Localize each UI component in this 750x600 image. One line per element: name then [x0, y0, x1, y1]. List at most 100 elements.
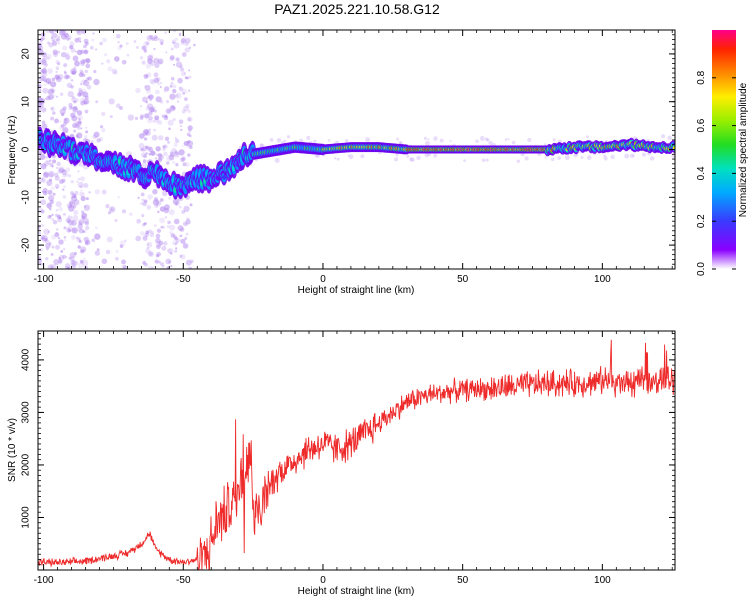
spectrogram-noise-point: [184, 37, 191, 44]
spectrogram-noise-point: [153, 36, 159, 42]
spectrogram-noise-point: [40, 69, 44, 73]
spectrogram-noise-point: [92, 134, 98, 140]
spectrogram-noise-point: [144, 84, 151, 91]
spectrogram-noise-point: [38, 149, 43, 155]
spectrogram-noise-point: [178, 32, 182, 35]
spectrogram-noise-point: [42, 87, 49, 94]
spectrogram-noise-point: [169, 224, 176, 231]
spectrogram-noise-point: [187, 125, 193, 131]
spectrogram-noise-point: [43, 171, 47, 176]
spectrogram-noise-point: [62, 173, 67, 178]
spectrogram-noise-point: [183, 205, 190, 213]
spectrogram-noise-point: [64, 255, 68, 259]
spectrogram-noise-point: [605, 139, 608, 142]
spectrogram-noise-point: [40, 107, 47, 113]
spectrogram-noise-point: [158, 61, 162, 65]
spectrogram-noise-point: [168, 127, 171, 131]
spectrogram-noise-point: [161, 245, 167, 251]
spectrogram-noise-point: [79, 69, 84, 74]
spectrogram-noise-point: [157, 153, 163, 159]
spectrogram-noise-point: [159, 39, 164, 44]
spectrogram-noise-point: [145, 230, 150, 235]
spectrogram-noise-point: [148, 53, 154, 59]
spectrogram-noise-point: [48, 242, 52, 247]
spectrogram-noise-point: [76, 132, 83, 139]
spectrogram-noise-point: [424, 140, 430, 146]
spectrogram-noise-point: [65, 172, 69, 177]
spectrogram-noise-point: [142, 159, 147, 164]
spectrogram-noise-point: [41, 59, 47, 66]
spectrogram-noise-point: [63, 121, 67, 126]
spectrogram-noise-point: [269, 137, 274, 142]
spectrogram-noise-point: [38, 225, 41, 231]
spectrogram-noise-point: [121, 259, 126, 265]
spectrogram-noise-point: [160, 262, 165, 267]
spectrogram-noise-point: [145, 248, 151, 254]
spectrogram-noise-point: [63, 124, 67, 127]
spectrogram-noise-point: [138, 133, 145, 139]
spectrogram-noise-point: [183, 72, 186, 75]
spectrogram-noise-point: [77, 126, 81, 130]
spectrogram-noise-point: [145, 145, 149, 150]
spectrogram-noise-point: [139, 116, 144, 120]
spectrogram-noise-point: [39, 153, 46, 161]
spectrogram-noise-point: [54, 232, 60, 238]
spectrogram-noise-point: [484, 137, 489, 142]
spectrogram-noise-point: [481, 158, 486, 162]
spectrogram-noise-point: [65, 54, 71, 60]
y-tick-label: 10: [21, 96, 32, 108]
spectrogram-noise-point: [56, 95, 59, 98]
spectrogram-noise-point: [172, 160, 176, 164]
spectrogram-noise-point: [65, 74, 70, 79]
spectrogram-noise-point: [74, 60, 80, 67]
spectrogram-noise-point: [77, 120, 82, 125]
spectrogram-noise-point: [55, 228, 59, 231]
spectrogram-noise-point: [167, 220, 171, 225]
spectrogram-noise-point: [150, 151, 155, 156]
spectrogram-noise-point: [55, 75, 61, 80]
spectrogram-noise-point: [79, 160, 83, 164]
spectrogram-noise-point: [159, 198, 164, 202]
spectrogram-noise-point: [47, 264, 54, 269]
spectrogram-noise-point: [511, 140, 516, 145]
spectrogram-noise-point: [96, 138, 101, 143]
spectrogram-noise-point: [78, 89, 84, 95]
spectrogram-noise-point: [156, 81, 161, 86]
spectrogram-noise-point: [55, 60, 60, 65]
spectrogram-noise-point: [47, 189, 53, 195]
spectrogram-noise-point: [156, 204, 159, 208]
spectrogram-noise-point: [68, 37, 71, 41]
spectrogram-noise-point: [143, 49, 147, 53]
spectrogram-noise-point: [486, 138, 490, 142]
spectrogram-noise-point: [77, 245, 81, 249]
spectrogram-noise-point: [184, 97, 188, 101]
spectrogram-noise-point: [114, 56, 120, 62]
spectrogram-noise-point: [50, 253, 54, 256]
spectrogram-noise-point: [185, 162, 190, 167]
x-tick-label: -100: [34, 274, 54, 285]
spectrogram-noise-point: [58, 206, 63, 212]
spectrogram-noise-point: [68, 205, 75, 212]
spectrogram-noise-point: [60, 250, 64, 253]
spectrogram-noise-point: [117, 196, 120, 199]
spectrogram-noise-point: [148, 251, 153, 256]
spectrogram-noise-point: [84, 134, 88, 139]
spectrogram-noise-point: [146, 103, 154, 110]
spectrogram-noise-point: [154, 109, 157, 113]
spectrogram-noise-point: [179, 234, 183, 238]
spectrogram-noise-point: [76, 114, 83, 121]
spectrogram-noise-point: [171, 147, 177, 154]
spectrogram-noise-point: [127, 114, 134, 121]
spectrogram-x-axis-label: Height of straight line (km): [298, 285, 415, 296]
spectrogram-noise-point: [62, 106, 67, 111]
spectrogram-noise-point: [115, 256, 119, 261]
spectrogram-noise-point: [427, 138, 430, 141]
spectrogram-noise-point: [104, 53, 108, 57]
spectrogram-noise-point: [84, 41, 89, 46]
spectrogram-noise-point: [61, 169, 67, 175]
spectrogram-noise-point: [38, 178, 42, 185]
spectrogram-noise-point: [166, 224, 171, 229]
spectrogram-noise-point: [188, 129, 192, 133]
spectrogram-noise-point: [121, 264, 127, 269]
spectrogram-noise-point: [46, 175, 49, 178]
